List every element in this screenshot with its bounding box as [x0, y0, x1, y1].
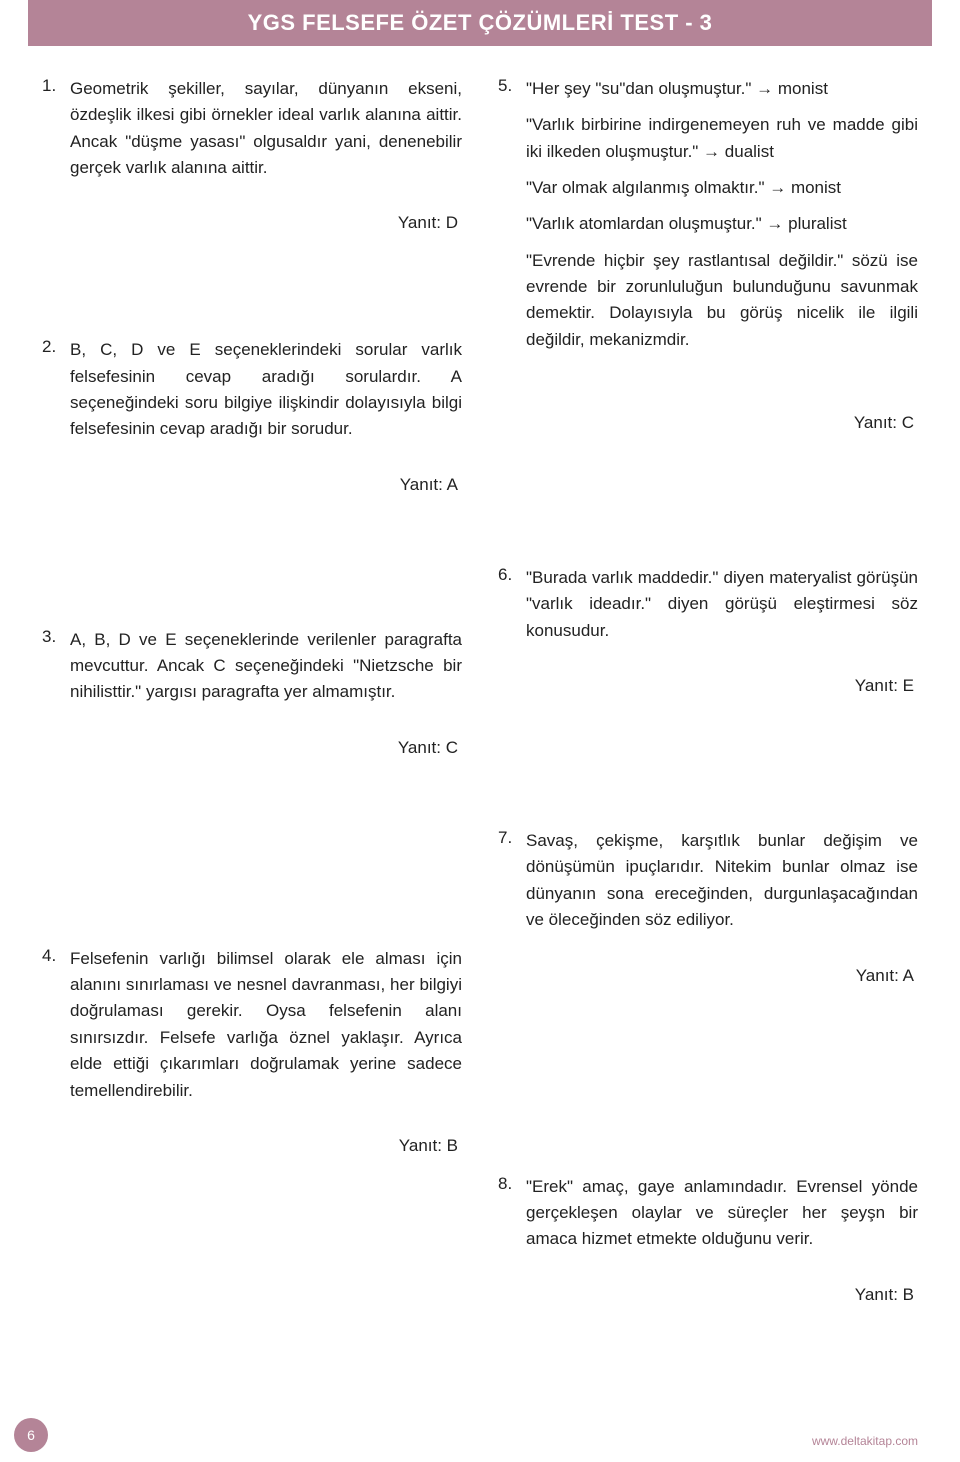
q3-answer: Yanıt: C — [42, 738, 462, 758]
q1-number: 1. — [42, 76, 70, 96]
q7-text: Savaş, çekişme, karşıtlık bunlar değişim… — [526, 828, 918, 933]
q2-answer: Yanıt: A — [42, 475, 462, 495]
question-2: 2. B, C, D ve E seçeneklerindeki sorular… — [42, 337, 462, 494]
page-number: 6 — [27, 1427, 35, 1443]
question-7: 7. Savaş, çekişme, karşıtlık bunlar deği… — [498, 828, 918, 985]
question-5: 5. "Her şey "su"dan oluşmuştur." → monis… — [498, 76, 918, 433]
q1-answer: Yanıt: D — [42, 213, 462, 233]
q2-text: B, C, D ve E seçeneklerindeki sorular va… — [70, 337, 462, 442]
page-title-bar: YGS FELSEFE ÖZET ÇÖZÜMLERİ TEST - 3 — [28, 0, 932, 46]
q5-line3: "Var olmak algılanmış olmaktır." → monis… — [526, 175, 918, 201]
q7-number: 7. — [498, 828, 526, 848]
q6-number: 6. — [498, 565, 526, 585]
q5-number: 5. — [498, 76, 526, 96]
q2-number: 2. — [42, 337, 70, 357]
q4-number: 4. — [42, 946, 70, 966]
right-column: 5. "Her şey "su"dan oluşmuştur." → monis… — [498, 76, 918, 1353]
q4-text: Felsefenin varlığı bilimsel olarak ele a… — [70, 946, 462, 1104]
page-number-badge: 6 — [14, 1418, 48, 1452]
q6-answer: Yanıt: E — [498, 676, 918, 696]
q8-text: "Erek" amaç, gaye anlamındadır. Evrensel… — [526, 1174, 918, 1253]
q8-answer: Yanıt: B — [498, 1285, 918, 1305]
left-column: 1. Geometrik şekiller, sayılar, dünyanın… — [42, 76, 462, 1353]
q6-text: "Burada varlık maddedir." diyen materyal… — [526, 565, 918, 644]
q3-number: 3. — [42, 627, 70, 647]
q3-text: A, B, D ve E seçeneklerinde verilenler p… — [70, 627, 462, 706]
q5-line5: "Evrende hiçbir şey rastlantısal değildi… — [526, 248, 918, 353]
content-columns: 1. Geometrik şekiller, sayılar, dünyanın… — [0, 76, 960, 1353]
question-6: 6. "Burada varlık maddedir." diyen mater… — [498, 565, 918, 696]
question-1: 1. Geometrik şekiller, sayılar, dünyanın… — [42, 76, 462, 233]
q5-line1: "Her şey "su"dan oluşmuştur." → monist — [526, 76, 918, 102]
q1-text: Geometrik şekiller, sayılar, dünyanın ek… — [70, 76, 462, 181]
q8-number: 8. — [498, 1174, 526, 1194]
q5-line2: "Varlık birbirine indirgenemeyen ruh ve … — [526, 112, 918, 165]
q4-answer: Yanıt: B — [42, 1136, 462, 1156]
question-4: 4. Felsefenin varlığı bilimsel olarak el… — [42, 946, 462, 1156]
q5-body: "Her şey "su"dan oluşmuştur." → monist "… — [526, 76, 918, 353]
page-title: YGS FELSEFE ÖZET ÇÖZÜMLERİ TEST - 3 — [248, 10, 713, 35]
question-3: 3. A, B, D ve E seçeneklerinde verilenle… — [42, 627, 462, 758]
q5-answer: Yanıt: C — [498, 413, 918, 433]
footer-url: www.deltakitap.com — [812, 1434, 918, 1448]
question-8: 8. "Erek" amaç, gaye anlamındadır. Evren… — [498, 1174, 918, 1305]
q7-answer: Yanıt: A — [498, 966, 918, 986]
q5-line4: "Varlık atomlardan oluşmuştur." → plural… — [526, 211, 918, 237]
